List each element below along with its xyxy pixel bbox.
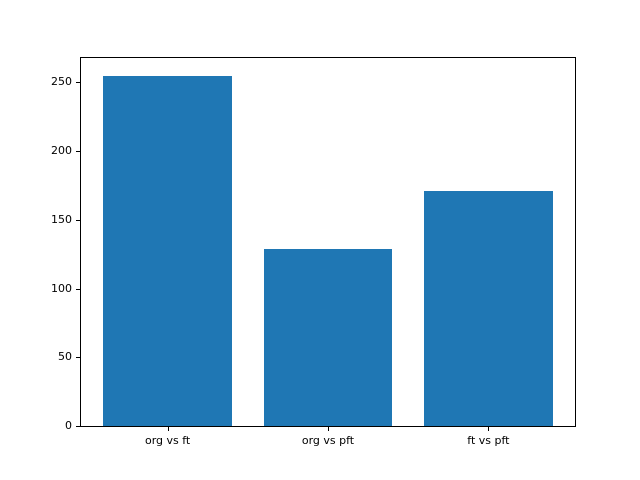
- y-axis-tick-mark: [76, 426, 80, 427]
- y-axis-tick-mark: [76, 357, 80, 359]
- bar-org-vs-ft: [103, 75, 232, 426]
- y-axis-tick-label: 0: [65, 419, 72, 432]
- y-axis-tick-label: 250: [51, 75, 72, 89]
- x-axis-tick-label: org vs ft: [144, 434, 191, 447]
- x-axis-tick-mark: [328, 427, 329, 431]
- y-axis-tick-label: 100: [51, 281, 72, 295]
- y-axis-tick-label: 200: [51, 144, 72, 158]
- plot-area: [80, 57, 576, 427]
- x-axis-tick-label: ft vs pft: [467, 434, 510, 447]
- x-axis-tick-mark: [488, 427, 490, 431]
- x-axis-tick-mark: [167, 427, 169, 431]
- bar-org-vs-pft: [263, 248, 393, 426]
- y-axis-tick-label: 150: [51, 212, 72, 226]
- x-axis-tick-label: org vs pft: [301, 434, 355, 447]
- y-axis-tick-mark: [76, 288, 80, 290]
- bar-ft-vs-pft: [424, 190, 553, 426]
- y-axis-tick-mark: [76, 82, 80, 84]
- y-axis-tick-mark: [76, 219, 80, 221]
- y-axis-tick-label: 50: [58, 350, 72, 364]
- y-axis-tick-mark: [76, 151, 80, 153]
